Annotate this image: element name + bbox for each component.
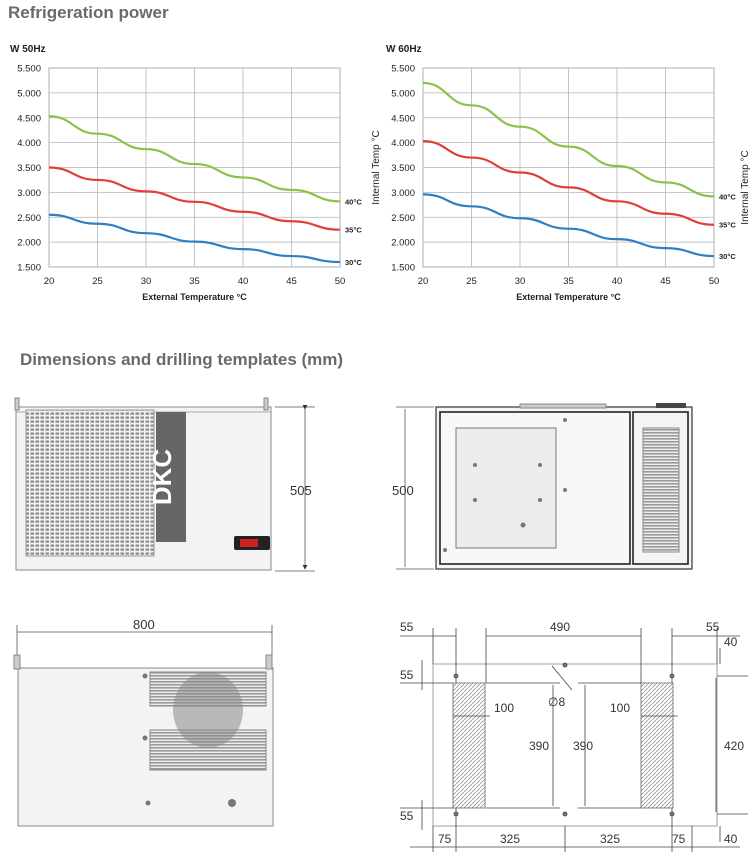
dkc-logo-text: DKC: [147, 449, 177, 506]
x-tick-label: 20: [418, 276, 429, 287]
template-dim-right-40-top: 40: [724, 635, 738, 649]
front-grille: [25, 409, 155, 557]
series-label: 40°C: [345, 197, 362, 206]
y-tick-label: 4.500: [17, 113, 41, 124]
template-dim-left-55-upper: 55: [400, 668, 414, 682]
series-label: 40°C: [719, 192, 736, 201]
chart-title: W 50Hz: [10, 44, 46, 55]
series-label: 30°C: [345, 258, 362, 267]
x-tick-label: 25: [92, 276, 103, 287]
series-line-40c: [48, 115, 341, 203]
template-dim-left-55-lower: 55: [400, 809, 414, 823]
y-tick-label: 4.500: [391, 113, 415, 124]
side-grille: [642, 427, 680, 553]
series-label: 35°C: [345, 226, 362, 235]
dimensions-heading: Dimensions and drilling templates (mm): [20, 350, 344, 369]
template-dim-top-55-right: 55: [706, 620, 720, 634]
x-tick-label: 45: [286, 276, 297, 287]
side-height-dim: 500: [392, 483, 414, 498]
dkc-logo: [156, 412, 186, 542]
y-tick-label: 1.500: [391, 263, 415, 274]
right-axis-label: Internal Temp °C: [740, 150, 751, 224]
side-view-drawing: 500: [392, 403, 693, 570]
x-tick-label: 20: [44, 276, 55, 287]
series-line-35c: [48, 166, 341, 231]
y-tick-label: 3.000: [391, 188, 415, 199]
template-dim-overall-height: 420: [724, 739, 744, 753]
series-line-30c: [422, 193, 715, 258]
front-view-drawing: DKC 505: [14, 397, 315, 572]
x-axis-label: External Temperature °C: [142, 292, 247, 302]
series-line-30c: [48, 213, 341, 264]
x-tick-label: 35: [563, 276, 574, 287]
x-axis-label: External Temperature °C: [516, 292, 621, 302]
series-line-35c: [422, 140, 715, 226]
x-tick-label: 35: [189, 276, 200, 287]
template-dim-right-40-bottom: 40: [724, 832, 738, 846]
template-dim-cutout-right-width: 100: [610, 701, 630, 715]
top-view-drawing: 800: [13, 617, 274, 827]
y-tick-label: 5.500: [391, 64, 415, 75]
y-tick-label: 4.000: [17, 138, 41, 149]
y-tick-label: 1.500: [17, 263, 41, 274]
template-dim-cutout-left-height: 390: [529, 739, 549, 753]
y-tick-label: 3.500: [17, 163, 41, 174]
y-axis-label: Internal Temp °C: [371, 130, 382, 204]
template-dim-bottom-325-right: 325: [600, 832, 620, 846]
template-dim-cutout-left-width: 100: [494, 701, 514, 715]
template-dim-top-55-left: 55: [400, 620, 414, 634]
y-tick-label: 2.000: [391, 238, 415, 249]
x-tick-label: 50: [335, 276, 346, 287]
x-tick-label: 50: [709, 276, 720, 287]
x-tick-label: 30: [515, 276, 526, 287]
template-dim-hole-diameter: ∅8: [548, 695, 565, 709]
drilling-template-drawing: [400, 628, 748, 852]
y-tick-label: 5.000: [17, 88, 41, 99]
chart-title: W 60Hz: [386, 44, 422, 55]
template-dim-bottom-325-left: 325: [500, 832, 520, 846]
y-tick-label: 3.500: [391, 163, 415, 174]
refrigeration-power-heading: Refrigeration power: [8, 3, 169, 22]
series-label: 35°C: [719, 221, 736, 230]
y-tick-label: 2.000: [17, 238, 41, 249]
template-dim-bottom-75-right: 75: [672, 832, 686, 846]
x-tick-label: 25: [466, 276, 477, 287]
x-tick-label: 40: [238, 276, 249, 287]
y-tick-label: 5.500: [17, 64, 41, 75]
template-dim-top-490: 490: [550, 620, 570, 634]
y-tick-label: 5.000: [391, 88, 415, 99]
template-dim-bottom-75-left: 75: [438, 832, 452, 846]
y-tick-label: 2.500: [391, 213, 415, 224]
x-tick-label: 30: [141, 276, 152, 287]
series-line-40c: [422, 81, 715, 198]
top-width-dim: 800: [133, 617, 155, 632]
x-tick-label: 45: [660, 276, 671, 287]
y-tick-label: 2.500: [17, 213, 41, 224]
template-dim-cutout-right-height: 390: [573, 739, 593, 753]
y-tick-label: 3.000: [17, 188, 41, 199]
y-tick-label: 4.000: [391, 138, 415, 149]
series-label: 30°C: [719, 252, 736, 261]
x-tick-label: 40: [612, 276, 623, 287]
front-height-dim: 505: [290, 483, 312, 498]
